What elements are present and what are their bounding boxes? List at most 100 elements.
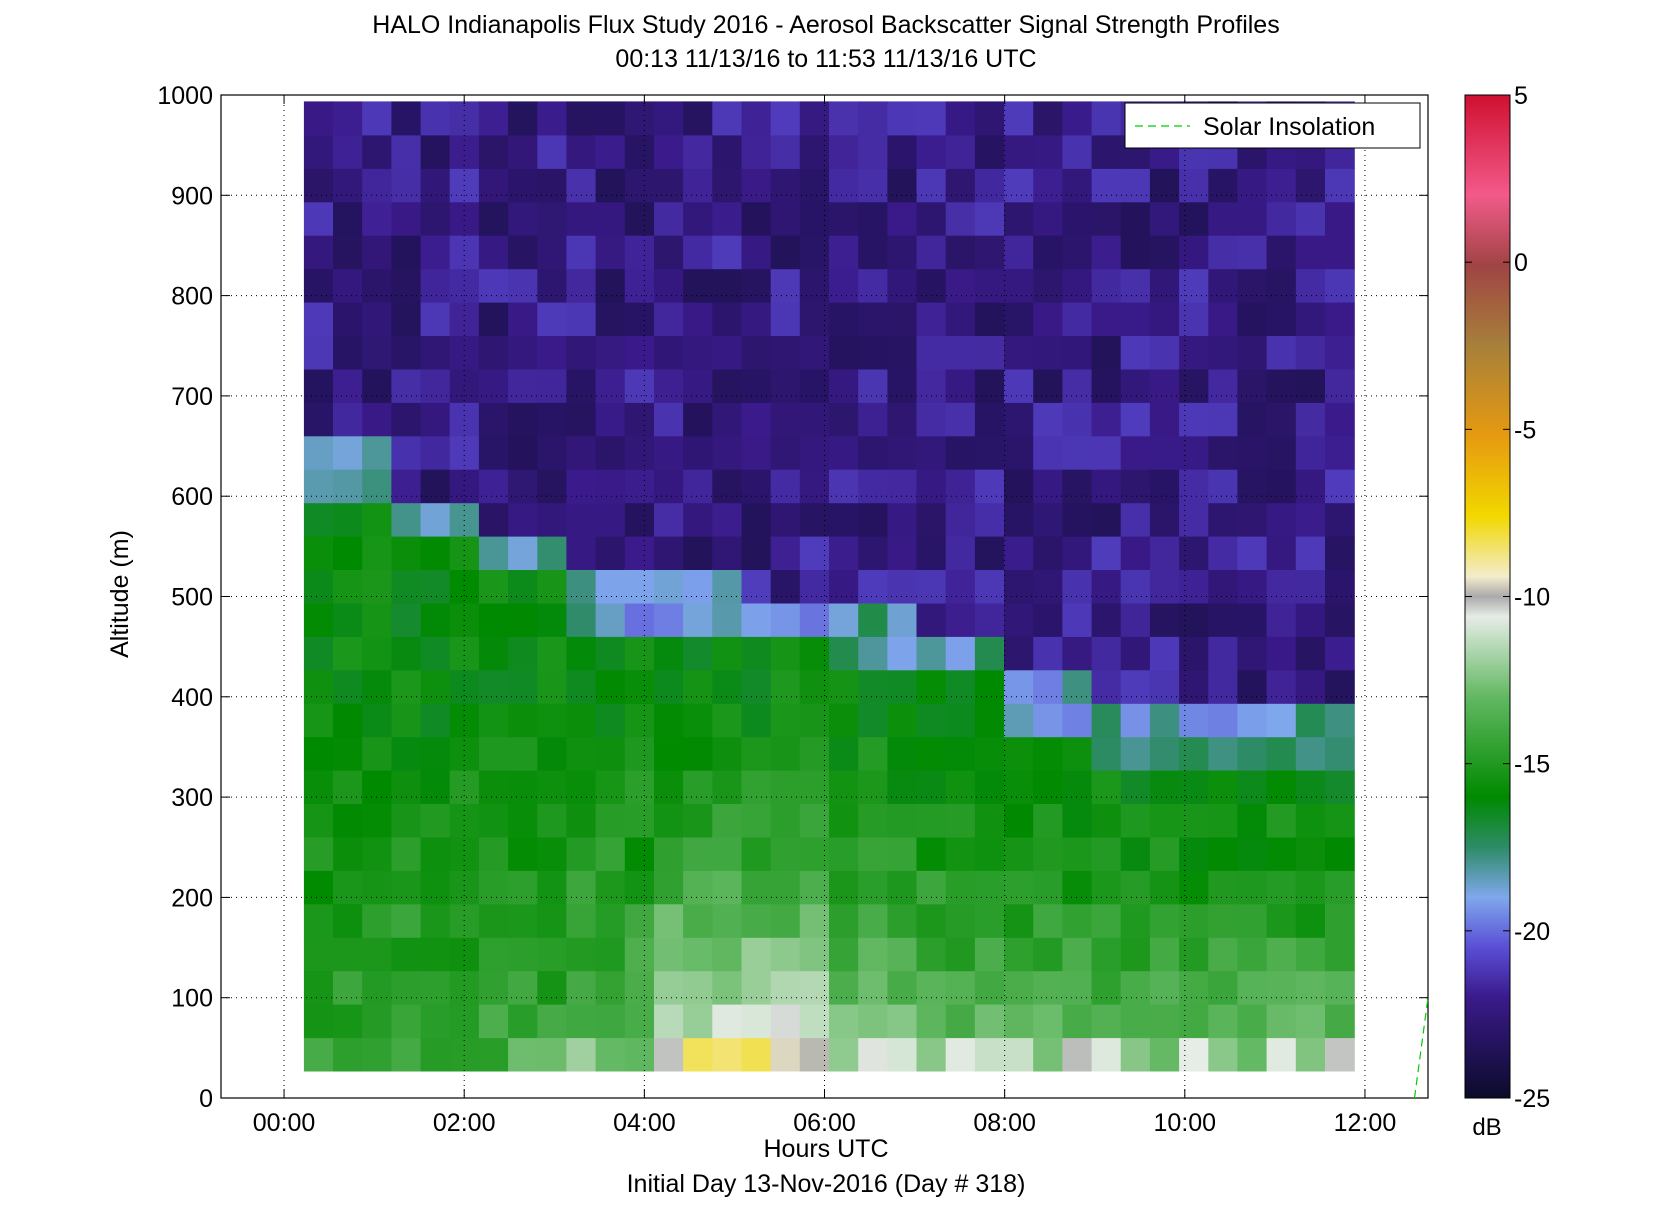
legend: Solar Insolation: [1124, 102, 1421, 149]
heatmap-cell: [1120, 970, 1151, 1005]
heatmap-cell: [799, 235, 830, 270]
heatmap-cell: [1120, 435, 1151, 470]
heatmap-cell: [1004, 870, 1034, 905]
heatmap-cell: [303, 1037, 334, 1072]
heatmap-cell: [1091, 435, 1122, 470]
heatmap-cell: [916, 803, 947, 838]
heatmap-cell: [1179, 703, 1209, 738]
heatmap-cell: [1325, 803, 1355, 838]
heatmap-cell: [945, 903, 976, 938]
heatmap-cell: [1179, 402, 1209, 437]
heatmap-cell: [537, 435, 568, 470]
heatmap-cell: [712, 1037, 743, 1072]
heatmap-cell: [1266, 302, 1297, 336]
heatmap-cell: [333, 937, 363, 972]
heatmap-cell: [741, 602, 772, 637]
heatmap-cell: [537, 602, 568, 637]
heatmap-cell: [829, 569, 859, 604]
y-tick-label: 900: [171, 182, 213, 210]
heatmap-cell: [537, 335, 568, 370]
heatmap-cell: [303, 435, 334, 470]
heatmap-cell: [1062, 770, 1093, 804]
heatmap-cell: [1091, 903, 1122, 938]
heatmap-cell: [508, 368, 538, 403]
heatmap-cell: [654, 669, 684, 704]
heatmap-cell: [858, 1004, 888, 1039]
heatmap-cell: [478, 168, 509, 203]
heatmap-cell: [595, 703, 626, 738]
heatmap-cell: [595, 134, 626, 169]
heatmap-cell: [1295, 1037, 1326, 1072]
heatmap-cell: [829, 669, 859, 704]
heatmap-cell: [887, 870, 918, 905]
heatmap-cell: [1237, 636, 1268, 671]
heatmap-cell: [741, 134, 772, 169]
heatmap-cell: [508, 435, 538, 470]
heatmap-cell: [683, 134, 713, 169]
heatmap-cell: [478, 335, 509, 370]
heatmap-cell: [1120, 836, 1151, 871]
heatmap-cell: [1266, 435, 1297, 470]
heatmap-cell: [945, 970, 976, 1005]
heatmap-cell: [887, 836, 918, 871]
heatmap-cell: [683, 469, 713, 504]
heatmap-cell: [566, 168, 597, 203]
heatmap-cell: [829, 636, 859, 671]
heatmap-cell: [420, 302, 451, 336]
heatmap-cell: [478, 402, 509, 437]
heatmap-cell: [333, 134, 363, 169]
heatmap-cell: [858, 870, 888, 905]
heatmap-cell: [478, 469, 509, 504]
heatmap-cell: [799, 569, 830, 604]
heatmap-cell: [712, 368, 743, 403]
heatmap-cell: [391, 402, 422, 437]
heatmap-cell: [1091, 502, 1122, 537]
heatmap-cell: [741, 235, 772, 270]
heatmap-cell: [1325, 970, 1355, 1005]
heatmap-cell: [303, 268, 334, 303]
heatmap-cell: [420, 770, 451, 804]
heatmap-cell: [1295, 669, 1326, 704]
heatmap-cell: [712, 803, 743, 838]
heatmap-cell: [1004, 168, 1034, 203]
heatmap-cell: [945, 569, 976, 604]
heatmap-cell: [508, 703, 538, 738]
heatmap-cell: [770, 569, 801, 604]
x-tick-label: 10:00: [1154, 1109, 1217, 1137]
heatmap-cell: [1149, 602, 1180, 637]
heatmap-cell: [478, 502, 509, 537]
heatmap-cell: [1120, 602, 1151, 637]
heatmap-cell: [1208, 870, 1239, 905]
heatmap-cell: [595, 569, 626, 604]
heatmap-cell: [1295, 235, 1326, 270]
heatmap-cell: [916, 669, 947, 704]
heatmap-cell: [624, 335, 655, 370]
heatmap-cell: [1208, 803, 1239, 838]
heatmap-cell: [858, 1037, 888, 1072]
heatmap-cell: [391, 469, 422, 504]
heatmap-cell: [770, 168, 801, 203]
heatmap-cell: [1208, 636, 1239, 671]
heatmap-cell: [1091, 1004, 1122, 1039]
heatmap-cell: [1325, 602, 1355, 637]
heatmap-cell: [1237, 803, 1268, 838]
heatmap-cell: [566, 502, 597, 537]
heatmap-cell: [1208, 469, 1239, 504]
heatmap-cell: [1062, 134, 1093, 169]
heatmap-cell: [566, 368, 597, 403]
heatmap-cell: [1208, 736, 1239, 771]
heatmap-cell: [974, 970, 1005, 1005]
heatmap-cell: [303, 870, 334, 905]
heatmap-cell: [420, 703, 451, 738]
heatmap-cell: [566, 870, 597, 905]
heatmap-cell: [420, 937, 451, 972]
heatmap-cell: [537, 201, 568, 236]
heatmap-cell: [887, 803, 918, 838]
heatmap-cell: [595, 636, 626, 671]
heatmap-cell: [449, 469, 480, 504]
heatmap-cell: [858, 134, 888, 169]
heatmap-cell: [1149, 703, 1180, 738]
heatmap-cell: [478, 602, 509, 637]
heatmap-cell: [741, 870, 772, 905]
heatmap-cell: [770, 703, 801, 738]
